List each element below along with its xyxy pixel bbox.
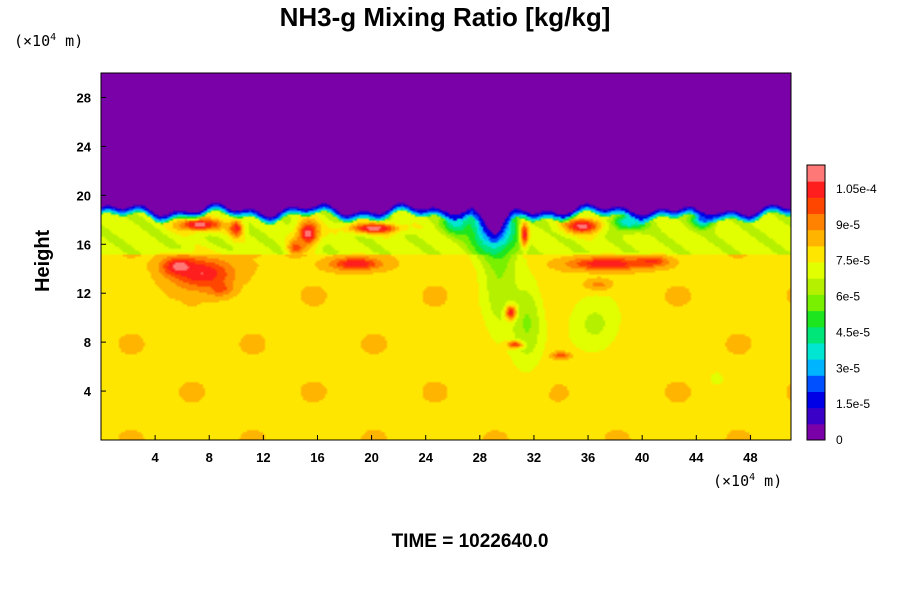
- colorbar-swatch: [807, 165, 825, 182]
- x-tick-label: 44: [689, 450, 704, 465]
- plot-area: [100, 72, 792, 441]
- colorbar-swatch: [807, 391, 825, 409]
- colorbar-label: 4.5e-5: [836, 325, 870, 339]
- y-unit-exponent: 4: [50, 32, 57, 43]
- x-unit-base: (×10: [713, 472, 750, 490]
- x-tick-label: 36: [581, 450, 595, 465]
- x-tick-label: 16: [310, 450, 324, 465]
- colorbar-swatch: [807, 359, 825, 376]
- heatmap-field: [101, 73, 791, 440]
- time-label: TIME = 1022640.0: [391, 531, 549, 552]
- x-tick-label: 48: [743, 450, 757, 465]
- colorbar-swatch: [807, 262, 825, 279]
- colorbar-label: 7.5e-5: [836, 254, 870, 268]
- y-unit-base: (×10: [14, 32, 51, 50]
- x-tick-label: 8: [206, 450, 213, 465]
- y-tick-label: 20: [77, 188, 91, 203]
- y-tick-label: 4: [84, 384, 92, 399]
- colorbar-swatch: [807, 229, 825, 247]
- colorbar-swatch: [807, 294, 825, 312]
- x-tick-label: 20: [364, 450, 378, 465]
- x-unit-exponent: 4: [749, 472, 756, 483]
- x-axis-unit: (×104 m): [713, 472, 782, 490]
- colorbar-label: 3e-5: [836, 361, 860, 375]
- y-axis-unit: (×104 m): [14, 32, 83, 50]
- colorbar-label: 1.05e-4: [836, 182, 877, 196]
- colorbar-swatch: [807, 375, 825, 392]
- x-ticks: 4 8 12 16 20 24 28 32 36 40 44 48: [152, 435, 758, 465]
- y-tick-label: 24: [77, 139, 92, 154]
- colorbar: 0 1.5e-5 3e-5 4.5e-5 6e-5 7.5e-5 9e-5 1.05e-4: [806, 164, 877, 447]
- x-tick-label: 4: [152, 450, 160, 465]
- colorbar-label: 6e-5: [836, 290, 860, 304]
- colorbar-swatch: [807, 310, 825, 328]
- colorbar-swatch: [807, 181, 825, 198]
- x-tick-label: 40: [635, 450, 649, 465]
- x-tick-label: 24: [418, 450, 433, 465]
- colorbar-swatch: [807, 197, 825, 215]
- x-tick-label: 28: [473, 450, 487, 465]
- plot-frame: [100, 72, 792, 441]
- colorbar-label: 9e-5: [836, 218, 860, 232]
- y-tick-label: 8: [84, 335, 91, 350]
- colorbar-label: 1.5e-5: [836, 397, 870, 411]
- x-tick-label: 12: [256, 450, 270, 465]
- chart-title: NH3-g Mixing Ratio [kg/kg]: [279, 2, 611, 32]
- colorbar-label: 0: [836, 433, 843, 447]
- colorbar-swatch: [807, 423, 825, 441]
- colorbar-swatch: [807, 245, 825, 263]
- y-ticks: 4 8 12 16 20 24 28: [77, 90, 106, 399]
- x-tick-label: 32: [527, 450, 541, 465]
- y-unit-tail: m): [56, 32, 84, 50]
- y-tick-label: 16: [77, 237, 91, 252]
- colorbar-swatch: [807, 342, 825, 360]
- colorbar-swatch: [807, 326, 825, 344]
- colorbar-swatch: [807, 213, 825, 231]
- colorbar-frame: [806, 164, 826, 441]
- colorbar-swatch: [807, 278, 825, 295]
- y-tick-label: 12: [77, 286, 91, 301]
- colorbar-swatch: [807, 407, 825, 425]
- y-tick-label: 28: [77, 90, 91, 105]
- x-unit-tail: m): [755, 472, 783, 490]
